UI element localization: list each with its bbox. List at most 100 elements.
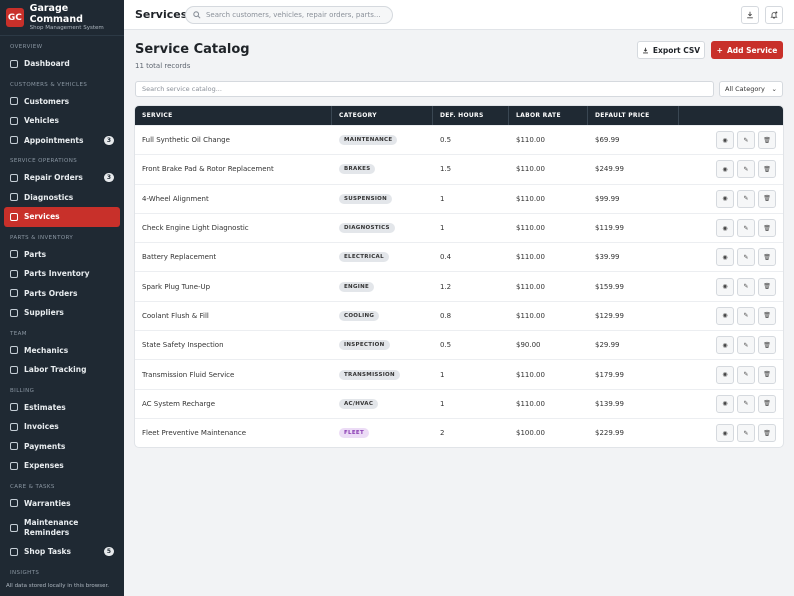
view-button[interactable]: ◉ [716,160,734,179]
table-row[interactable]: Coolant Flush & Fill COOLING 0.8 $110.00 $12… [135,300,783,330]
sidebar-item-dashboard[interactable]: Dashboard [4,54,120,74]
add-service-button[interactable]: + Add Service [711,41,783,59]
catalog-search-input[interactable] [135,81,714,97]
delete-button[interactable]: 🗑 [758,336,776,355]
sidebar-item-payments[interactable]: Payments [4,437,120,457]
edit-button[interactable]: ✎ [737,306,755,325]
edit-button[interactable]: ✎ [737,189,755,208]
edit-button[interactable]: ✎ [737,365,755,384]
checklist-icon [10,547,18,556]
view-button[interactable]: ◉ [716,394,734,413]
sidebar-item-label: Mechanics [24,345,69,355]
table-row[interactable]: Battery Replacement ELECTRICAL 0.4 $110.00 $… [135,242,783,271]
sidebar-item-parts-orders[interactable]: Parts Orders [4,284,120,304]
sidebar-item-suppliers[interactable]: Suppliers [4,303,120,323]
delete-button[interactable]: 🗑 [758,248,776,267]
labor-rate: $100.00 [516,429,545,438]
sidebar-item-label: Appointments [24,135,84,145]
sidebar-item-labor-tracking[interactable]: Labor Tracking [4,360,120,380]
sidebar-item-warranties[interactable]: Warranties [4,494,120,514]
service-name: Transmission Fluid Service [142,370,235,379]
sidebar-item-maintenance-reminders[interactable]: Maintenance Reminders [4,513,120,542]
edit-button[interactable]: ✎ [737,277,755,296]
edit-button[interactable]: ✎ [737,424,755,443]
view-button[interactable]: ◉ [716,189,734,208]
sidebar-item-vehicles[interactable]: Vehicles [4,111,120,131]
edit-button[interactable]: ✎ [737,219,755,238]
view-button[interactable]: ◉ [716,131,734,150]
eye-icon: ◉ [722,341,728,349]
sidebar-item-appointments[interactable]: Appointments 3 [4,131,120,151]
sidebar-item-mechanics[interactable]: Mechanics [4,341,120,361]
table-row[interactable]: Transmission Fluid Service TRANSMISSION 1 $… [135,359,783,388]
table-row[interactable]: State Safety Inspection INSPECTION 0.5 $90.… [135,330,783,359]
sidebar-item-shop-tasks[interactable]: Shop Tasks 5 [4,542,120,562]
sidebar-item-label: Services [24,212,60,222]
view-button[interactable]: ◉ [716,277,734,296]
table-row[interactable]: 4-Wheel Alignment SUSPENSION 1 $110.00 $99.9… [135,183,783,213]
delete-button[interactable]: 🗑 [758,219,776,238]
category-badge: COOLING [339,310,380,321]
view-button[interactable]: ◉ [716,336,734,355]
count-badge: 3 [103,173,114,183]
category-select[interactable]: All Category ⌄ [719,81,783,97]
edit-button[interactable]: ✎ [737,248,755,267]
notifications-button[interactable] [765,6,783,24]
edit-button[interactable]: ✎ [737,131,755,150]
sidebar-item-parts[interactable]: Parts [4,245,120,265]
view-button[interactable]: ◉ [716,306,734,325]
service-name: Coolant Flush & Fill [142,311,209,320]
category-badge: BRAKES [339,164,376,175]
table-row[interactable]: Front Brake Pad & Rotor Replacement BRAKE… [135,154,783,183]
row-actions: ◉ ✎ 🗑 [679,331,783,359]
column-header-default-price[interactable]: DEFAULT PRICE [588,106,679,125]
sidebar-item-customers[interactable]: Customers [4,92,120,112]
view-button[interactable]: ◉ [716,219,734,238]
sidebar-item-label: Parts Inventory [24,269,90,279]
sidebar-item-diagnostics[interactable]: Diagnostics [4,188,120,208]
sidebar-item-invoices[interactable]: Invoices [4,417,120,437]
sidebar-item-expenses[interactable]: Expenses [4,456,120,476]
table-row[interactable]: Spark Plug Tune-Up ENGINE 1.2 $110.00 $159.9… [135,271,783,300]
category-badge: TRANSMISSION [339,369,400,380]
nav-section-heading: OVERVIEW [10,44,43,50]
edit-button[interactable]: ✎ [737,336,755,355]
view-button[interactable]: ◉ [716,365,734,384]
sidebar-item-parts-inventory[interactable]: Parts Inventory [4,264,120,284]
global-search[interactable] [185,6,393,24]
table-row[interactable]: AC System Recharge AC/HVAC 1 $110.00 $139.99… [135,388,783,418]
delete-button[interactable]: 🗑 [758,424,776,443]
table-row[interactable]: Check Engine Light Diagnostic DIAGNOSTICS… [135,212,783,242]
delete-button[interactable]: 🗑 [758,131,776,150]
column-header-category[interactable]: CATEGORY [332,106,433,125]
count-badge: 3 [103,135,114,145]
delete-button[interactable]: 🗑 [758,365,776,384]
default-price: $119.99 [595,224,624,233]
chevron-down-icon: ⌄ [771,85,777,93]
pencil-icon: ✎ [743,224,749,232]
sidebar-item-estimates[interactable]: Estimates [4,398,120,418]
column-header-hours[interactable]: DEF. HOURS [433,106,509,125]
category-cell: FLEET [332,419,433,447]
column-header-service[interactable]: SERVICE [135,106,332,125]
delete-button[interactable]: 🗑 [758,277,776,296]
sidebar-item-services[interactable]: Services [4,207,120,227]
table-row[interactable]: Full Synthetic Oil Change MAINTENANCE 0.5 $… [135,125,783,154]
delete-button[interactable]: 🗑 [758,160,776,179]
trash-icon: 🗑 [763,429,771,437]
download-button[interactable] [741,6,759,24]
view-button[interactable]: ◉ [716,248,734,267]
export-csv-button[interactable]: Export CSV [637,41,705,59]
eye-icon: ◉ [722,224,728,232]
sidebar-item-repair-orders[interactable]: Repair Orders 3 [4,168,120,188]
delete-button[interactable]: 🗑 [758,306,776,325]
table-row[interactable]: Fleet Preventive Maintenance FLEET 2 $100.0… [135,417,783,447]
global-search-input[interactable] [205,11,385,19]
pencil-icon: ✎ [743,341,749,349]
view-button[interactable]: ◉ [716,424,734,443]
edit-button[interactable]: ✎ [737,394,755,413]
delete-button[interactable]: 🗑 [758,189,776,208]
delete-button[interactable]: 🗑 [758,394,776,413]
edit-button[interactable]: ✎ [737,160,755,179]
column-header-labor-rate[interactable]: LABOR RATE [509,106,588,125]
